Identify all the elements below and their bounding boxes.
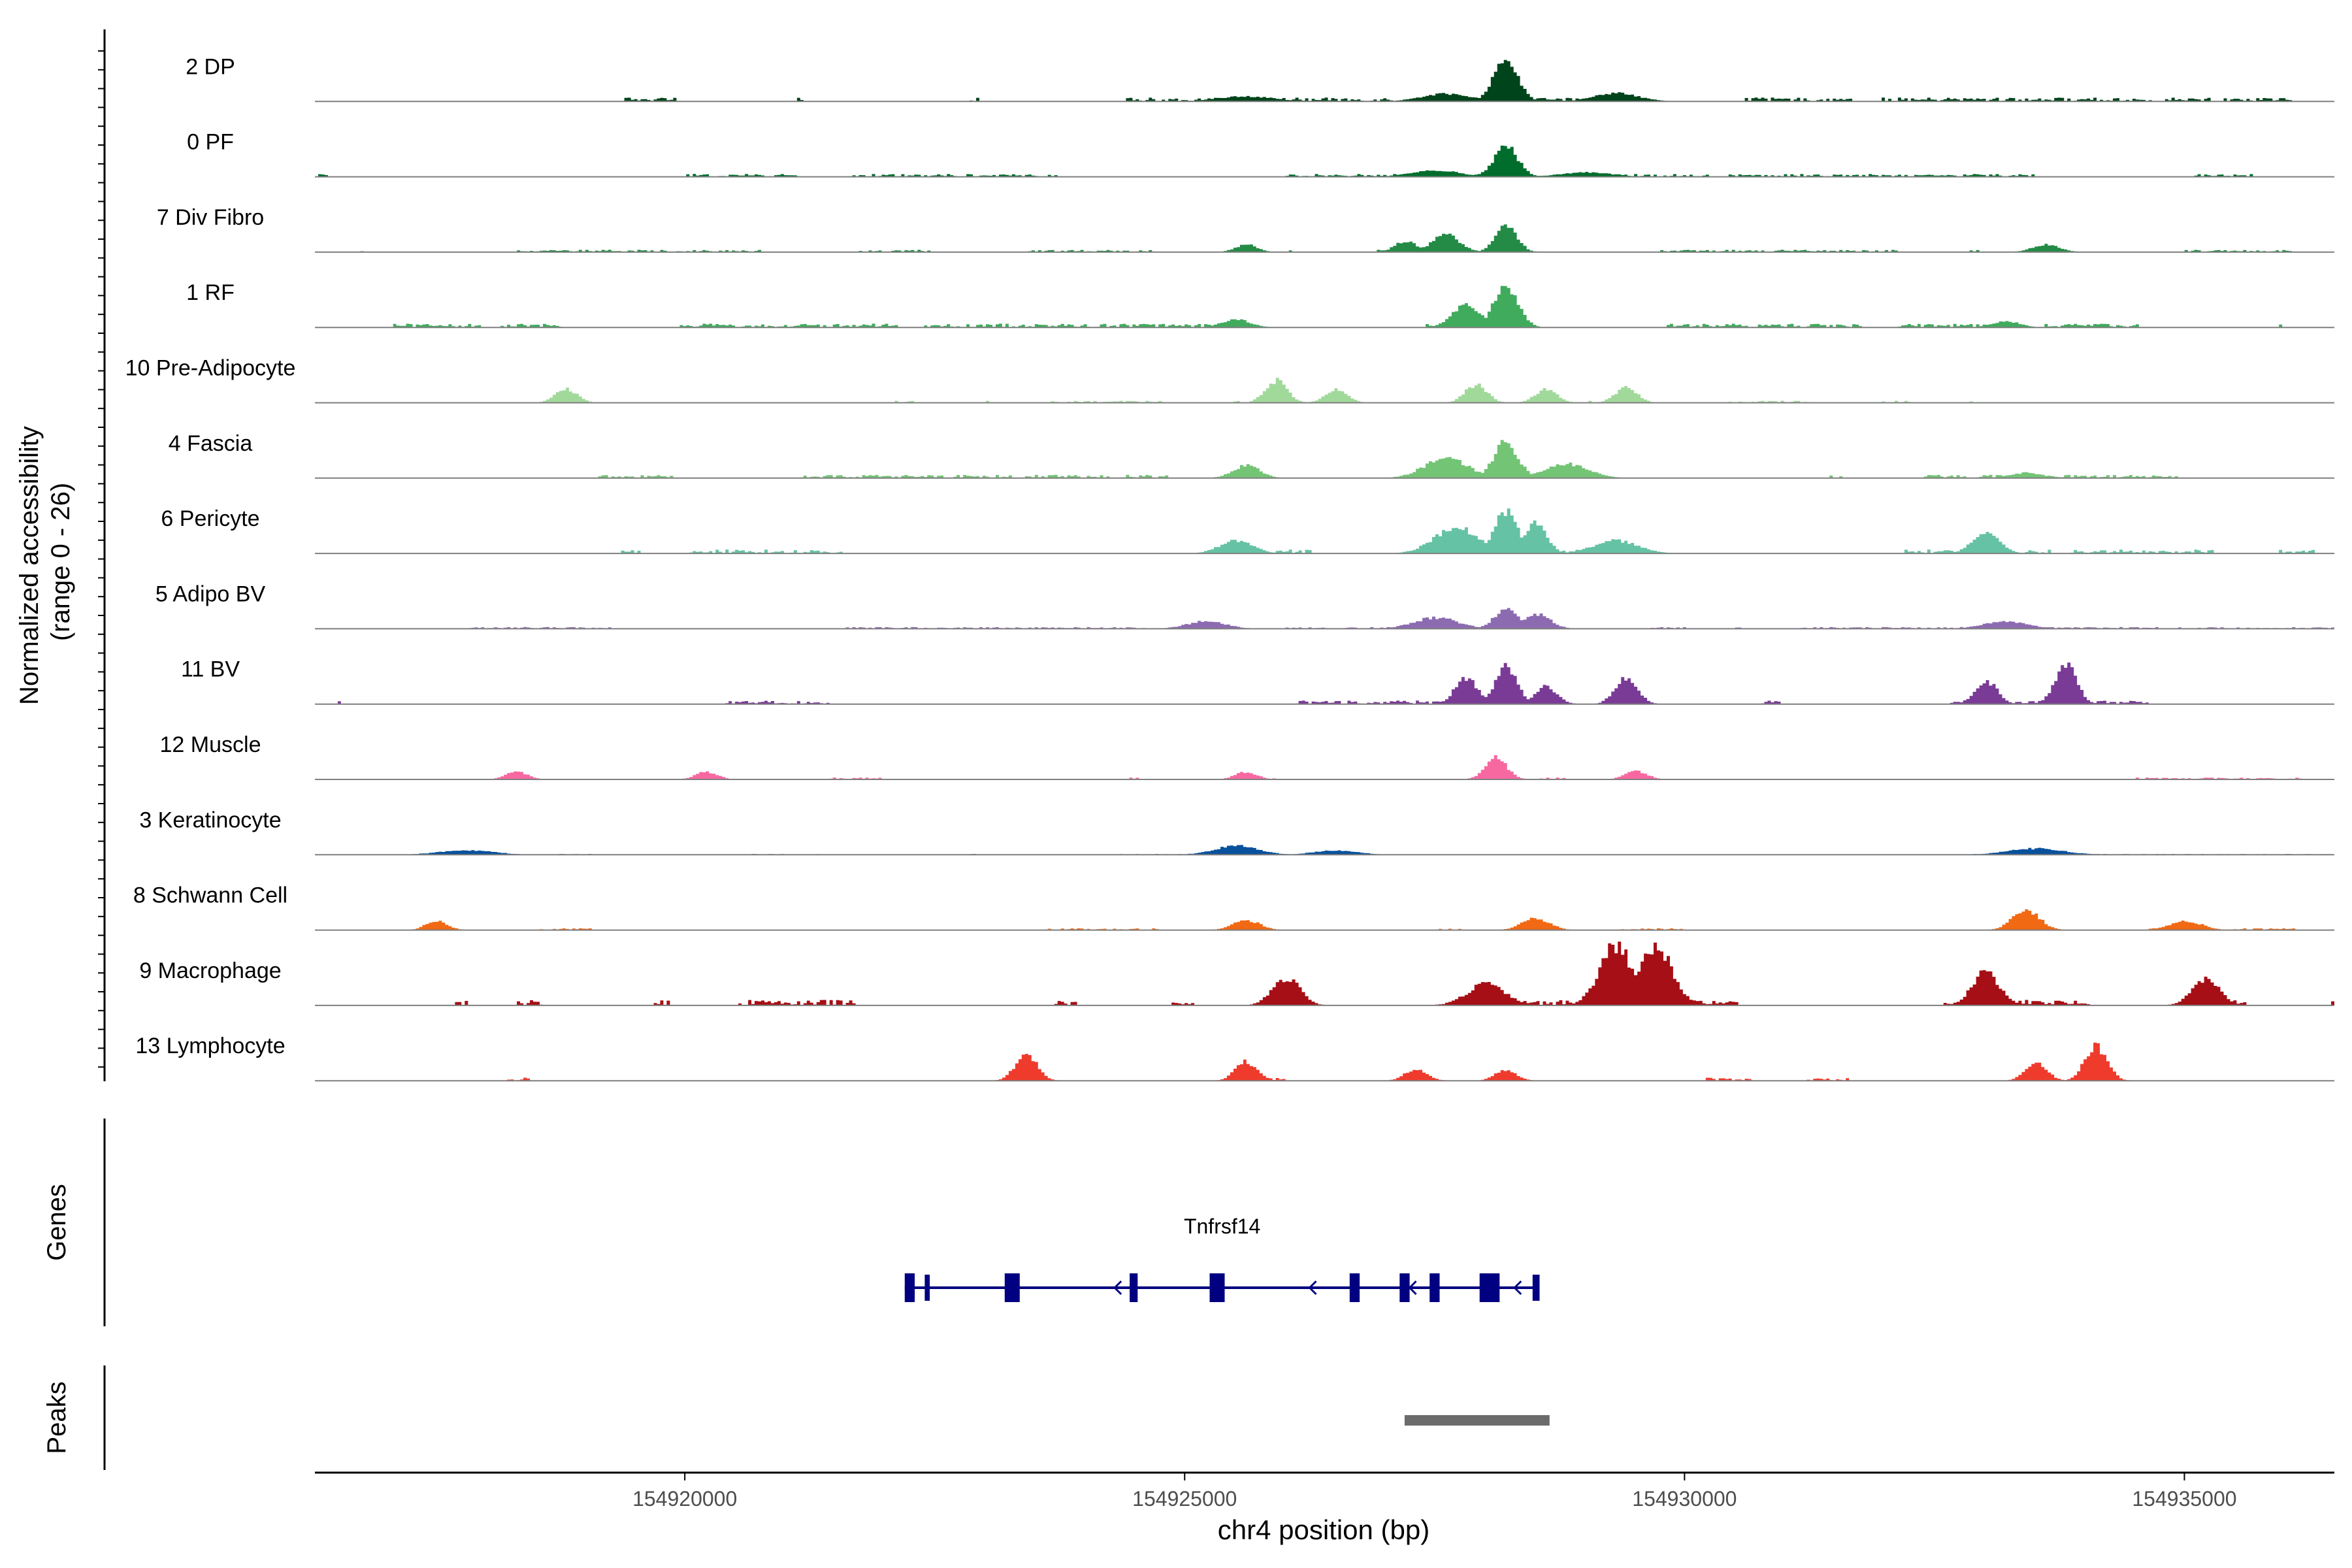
track-label: 6 Pericyte [161, 506, 259, 531]
coverage-area [315, 286, 2334, 328]
y-axis-label-line2: (range 0 - 26) [46, 483, 75, 641]
track-12: 8 Schwann Cell [133, 883, 2334, 931]
coverage-area [315, 378, 2334, 403]
track-label: 2 DP [186, 54, 235, 79]
track-3: 7 Div Fibro [157, 205, 2334, 253]
x-tick-label: 154920000 [632, 1487, 737, 1511]
x-axis-label: chr4 position (bp) [1218, 1514, 1430, 1545]
gene-exon [1130, 1273, 1138, 1302]
x-tick-label: 154935000 [2132, 1487, 2236, 1511]
track-label: 11 BV [181, 657, 240, 682]
gene-exon [904, 1273, 915, 1302]
track-label: 4 Fascia [169, 431, 253, 456]
coverage-area [315, 224, 2334, 252]
track-11: 3 Keratinocyte [139, 808, 2334, 856]
gene-exon [924, 1275, 930, 1301]
coverage-area [315, 909, 2334, 930]
gene-exon [1479, 1273, 1500, 1302]
gene-exon [1399, 1273, 1410, 1302]
gene-exon [1429, 1273, 1440, 1302]
coverage-area [315, 1042, 2334, 1081]
coverage-tracks: 2 DP 0 PF 7 Div Fibro 1 RF 10 Pre-Adipocyte 4… [125, 54, 2334, 1082]
gene-model: Tnfrsf14 [904, 1215, 1540, 1302]
y-axis-label: Normalized accessibility (range 0 - 26) [15, 419, 75, 705]
track-10: 12 Muscle [160, 732, 2334, 780]
x-axis-ticks: 154920000 154925000 154930000 154935000 [632, 1473, 2237, 1511]
coverage-area [315, 941, 2334, 1005]
strand-arrow [1408, 1280, 1417, 1296]
track-6: 4 Fascia [169, 431, 2334, 479]
coverage-area [315, 508, 2334, 554]
gene-exon [1349, 1273, 1360, 1302]
track-label: 1 RF [186, 280, 235, 305]
track-14: 13 Lymphocyte [135, 1034, 2334, 1082]
peaks-panel-label: Peaks [42, 1381, 71, 1454]
x-tick-label: 154930000 [1632, 1487, 1737, 1511]
track-label: 3 Keratinocyte [139, 808, 281, 832]
track-2: 0 PF [187, 130, 2334, 178]
coverage-area [315, 145, 2334, 177]
track-label: 0 PF [187, 130, 234, 155]
strand-arrow [1113, 1280, 1122, 1296]
track-label: 7 Div Fibro [157, 205, 264, 230]
track-label: 5 Adipo BV [155, 581, 266, 606]
strand-arrow [1513, 1280, 1522, 1296]
coverage-area [315, 845, 2334, 855]
track-4: 1 RF [186, 280, 2334, 329]
gene-exon [1532, 1275, 1540, 1301]
track-7: 6 Pericyte [161, 506, 2334, 555]
coverage-area [315, 608, 2334, 629]
coverage-area [315, 440, 2334, 478]
coverage-area [315, 755, 2334, 779]
gene-name: Tnfrsf14 [1184, 1215, 1260, 1238]
x-tick-label: 154925000 [1132, 1487, 1237, 1511]
gene-exon [1004, 1273, 1020, 1302]
strand-arrow [1308, 1280, 1317, 1296]
coverage-area [315, 59, 2334, 102]
track-label: 8 Schwann Cell [133, 883, 287, 908]
y-axis-label-line1: Normalized accessibility [15, 426, 44, 705]
track-label: 13 Lymphocyte [135, 1034, 285, 1058]
track-label: 10 Pre-Adipocyte [125, 356, 296, 381]
track-label: 12 Muscle [160, 732, 261, 757]
track-1: 2 DP [186, 54, 2334, 103]
coverage-area [315, 662, 2334, 704]
y-axis-ticks [98, 50, 105, 1068]
track-5: 10 Pre-Adipocyte [125, 356, 2334, 404]
track-label: 9 Macrophage [139, 958, 281, 983]
genes-panel-label: Genes [42, 1184, 71, 1261]
track-13: 9 Macrophage [139, 941, 2334, 1006]
track-8: 5 Adipo BV [155, 581, 2334, 630]
gene-exon [1209, 1273, 1225, 1302]
track-9: 11 BV [181, 657, 2334, 705]
peak-region-bar [1404, 1415, 1550, 1426]
